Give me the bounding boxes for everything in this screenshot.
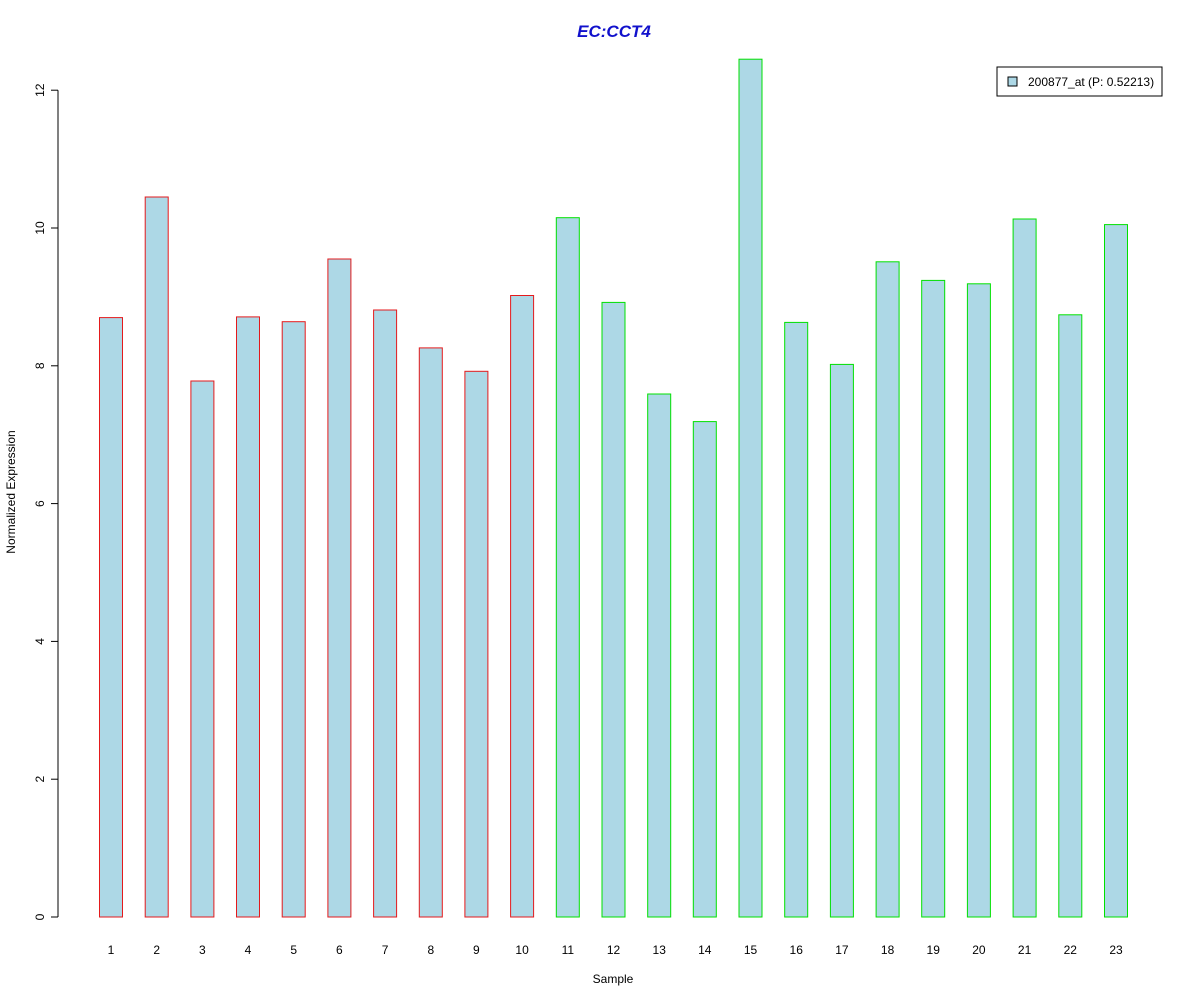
bar-sample-10 (510, 295, 535, 918)
bar-sample-19 (921, 279, 946, 918)
bar-sample-23 (1104, 224, 1128, 918)
x-tick-label: 6 (336, 943, 343, 957)
y-tick-label: 10 (33, 221, 47, 235)
x-tick-label: 18 (881, 943, 895, 957)
x-tick-label: 13 (653, 943, 667, 957)
x-tick-label: 7 (382, 943, 389, 957)
y-tick-labels: 0 2 4 6 8 10 12 (33, 83, 47, 920)
x-tick-label: 15 (744, 943, 758, 957)
x-tick-label: 21 (1018, 943, 1032, 957)
y-tick-label: 12 (33, 83, 47, 97)
bar-sample-5 (281, 321, 306, 918)
bar-sample-15 (738, 58, 763, 918)
bar-sample-6 (327, 258, 352, 918)
x-tick-label: 9 (473, 943, 480, 957)
x-tick-label: 23 (1109, 943, 1123, 957)
x-tick-label: 3 (199, 943, 206, 957)
x-tick-label: 20 (972, 943, 986, 957)
x-tick-label: 16 (790, 943, 804, 957)
chart-title: EC:CCT4 (577, 22, 651, 41)
x-tick-label: 11 (562, 943, 575, 957)
bar-sample-8 (418, 347, 443, 918)
bar-sample-18 (875, 261, 900, 918)
bar-sample-12 (601, 301, 626, 918)
bar-sample-11 (555, 217, 580, 918)
x-axis-title: Sample (593, 972, 634, 986)
bar-sample-22 (1058, 314, 1083, 918)
x-tick-label: 1 (108, 943, 115, 957)
bar-sample-2 (144, 196, 169, 918)
y-tick-label: 4 (33, 638, 47, 645)
bar-sample-17 (829, 363, 854, 918)
x-tick-label: 19 (927, 943, 941, 957)
y-tick-label: 0 (33, 913, 47, 920)
y-tick-label: 2 (33, 776, 47, 783)
legend-label: 200877_at (P: 0.52213) (1028, 75, 1154, 89)
y-tick-label: 8 (33, 362, 47, 369)
bar-sample-3 (190, 380, 215, 918)
bars (99, 58, 1128, 918)
x-tick-label: 14 (698, 943, 712, 957)
bar-sample-21 (1012, 218, 1037, 918)
x-tick-label: 5 (290, 943, 297, 957)
bar-sample-1 (99, 317, 123, 918)
y-tick-label: 6 (33, 500, 47, 507)
x-tick-label: 10 (515, 943, 529, 957)
legend-box (996, 66, 1163, 97)
legend: 200877_at (P: 0.52213) (996, 66, 1163, 97)
bar-sample-9 (464, 370, 489, 918)
x-tick-label: 12 (607, 943, 621, 957)
bar-sample-13 (647, 393, 672, 918)
x-tick-label: 8 (427, 943, 434, 957)
bar-sample-7 (373, 309, 398, 918)
x-tick-label: 17 (835, 943, 849, 957)
legend-swatch (1007, 76, 1018, 87)
bar-sample-16 (784, 321, 809, 918)
y-axis (51, 89, 59, 918)
bar-sample-4 (236, 316, 260, 918)
y-axis-title: Normalized Expression (4, 430, 18, 553)
x-tick-label: 2 (153, 943, 160, 957)
x-tick-labels: 1 2 3 4 5 6 7 8 9 10 11 12 13 14 15 16 17 18 19 20 21 22 23 (108, 943, 1123, 957)
bar-sample-20 (966, 283, 991, 918)
x-tick-label: 4 (245, 943, 252, 957)
x-tick-label: 22 (1064, 943, 1078, 957)
bar-sample-14 (692, 421, 717, 918)
